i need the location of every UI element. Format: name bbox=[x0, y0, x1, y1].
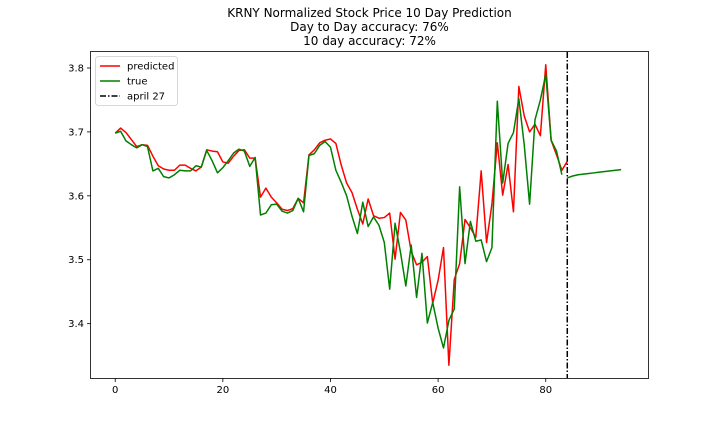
y-tick-label: 3.7 bbox=[68, 127, 84, 138]
legend-label-true: true bbox=[127, 77, 148, 88]
x-axis: 0 20 40 60 80 bbox=[112, 378, 552, 396]
x-tick-label: 20 bbox=[216, 385, 229, 396]
x-tick-label: 0 bbox=[112, 385, 118, 396]
chart-title: KRNY Normalized Stock Price 10 Day Predi… bbox=[227, 6, 512, 20]
series-line-forecast bbox=[567, 168, 622, 179]
y-axis: 3.4 3.5 3.6 3.7 3.8 bbox=[68, 63, 91, 330]
x-tick-label: 40 bbox=[324, 385, 337, 396]
legend-box bbox=[95, 56, 178, 106]
x-tick-label: 80 bbox=[539, 385, 552, 396]
y-tick-label: 3.4 bbox=[68, 319, 84, 330]
y-tick-label: 3.6 bbox=[68, 191, 84, 202]
series-line-predicted bbox=[114, 64, 568, 366]
x-tick-label: 60 bbox=[432, 385, 445, 396]
legend-label-april-27: april 27 bbox=[127, 92, 165, 103]
legend-label-predicted: predicted bbox=[127, 62, 174, 73]
y-tick-label: 3.8 bbox=[68, 63, 84, 74]
chart-subtitle-1: Day to Day accuracy: 76% bbox=[290, 20, 449, 34]
chart-subtitle-2: 10 day accuracy: 72% bbox=[303, 34, 436, 48]
plot-lines bbox=[114, 52, 622, 378]
legend: predicted true april 27 bbox=[95, 56, 178, 106]
plot-frame bbox=[90, 51, 649, 379]
y-tick-label: 3.5 bbox=[68, 255, 84, 266]
series-line-true bbox=[114, 73, 563, 349]
